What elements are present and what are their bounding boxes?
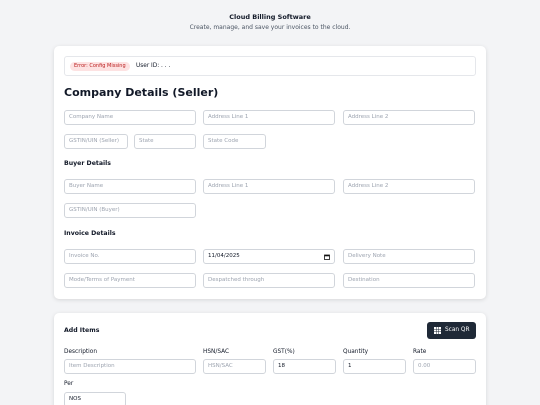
placeholder: 0.00 [418,363,431,369]
input-value: NOS [69,396,81,402]
input-field[interactable]: NOS [64,392,126,405]
field-label: GST(%) [273,349,295,355]
field-label: Description [64,349,98,355]
calendar-icon [324,254,330,260]
input-field[interactable]: HSN/SAC [203,359,266,374]
button-label: Scan QR [445,327,470,333]
input-field[interactable]: 0.00 [413,359,476,374]
input-field[interactable]: Mode/Terms of Payment [64,273,196,288]
placeholder: Address Line 2 [348,114,389,120]
input-field[interactable]: 1 [343,359,406,374]
user-id: User ID: . . . [136,63,171,69]
input-value: 1 [348,363,352,369]
app-subtitle: Create, manage, and save your invoices t… [189,24,351,31]
input-field[interactable]: Delivery Note [343,249,475,264]
placeholder: Company Name [69,114,114,120]
placeholder: Buyer Name [69,183,104,189]
placeholder: Address Line 2 [348,183,389,189]
input-value: 18 [278,363,285,369]
field-label: Quantity [343,349,369,355]
input-field[interactable]: 11/04/2025 [203,249,335,264]
section-title: Company Details (Seller) [64,86,219,99]
placeholder: GSTIN/UIN (Seller) [69,138,120,144]
placeholder: HSN/SAC [208,363,233,369]
field-label: Rate [413,349,427,355]
input-field[interactable]: State [134,134,196,149]
placeholder: Item Description [69,363,115,369]
input-field[interactable]: GSTIN/UIN (Seller) [64,134,128,149]
input-field[interactable]: Address Line 2 [343,179,475,194]
input-field[interactable]: Buyer Name [64,179,196,194]
placeholder: GSTIN/UIN (Buyer) [69,207,120,213]
input-field[interactable]: Despatched through [203,273,335,288]
input-value: 11/04/2025 [208,253,240,259]
placeholder: Delivery Note [348,253,386,259]
placeholder: Mode/Terms of Payment [69,277,135,283]
placeholder: Destination [348,277,380,283]
input-field[interactable]: Item Description [64,359,196,374]
placeholder: State [139,138,154,144]
placeholder: Despatched through [208,277,265,283]
input-field[interactable]: Invoice No. [64,249,196,264]
app-title: Cloud Billing Software [229,13,311,21]
input-field[interactable]: GSTIN/UIN (Buyer) [64,203,196,218]
status-bar [64,56,476,76]
field-label: HSN/SAC [203,349,230,355]
section-title: Invoice Details [64,230,116,237]
error-badge: Error: Config Missing [70,62,130,71]
placeholder: Address Line 1 [208,114,249,120]
input-field[interactable]: State Code [203,134,266,149]
input-field[interactable]: Company Name [64,110,196,125]
qr-icon [434,327,441,334]
placeholder: Address Line 1 [208,183,249,189]
section-title: Add Items [64,327,100,334]
scan-qr-button[interactable]: Scan QR [427,322,476,339]
input-field[interactable]: Address Line 1 [203,110,335,125]
section-title: Buyer Details [64,160,111,167]
input-field[interactable]: Destination [343,273,475,288]
input-field[interactable]: Address Line 1 [203,179,335,194]
placeholder: State Code [208,138,239,144]
input-field[interactable]: 18 [273,359,336,374]
placeholder: Invoice No. [69,253,100,259]
input-field[interactable]: Address Line 2 [343,110,475,125]
field-label: Per [64,381,74,387]
